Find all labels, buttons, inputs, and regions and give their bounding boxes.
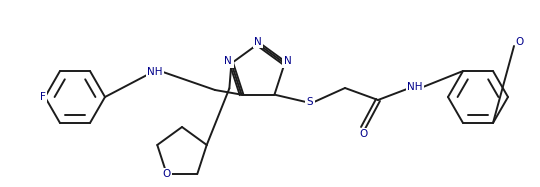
Text: O: O [163, 169, 171, 179]
Text: F: F [40, 92, 46, 102]
Text: O: O [359, 129, 367, 139]
Text: N: N [284, 56, 292, 66]
Text: O: O [516, 37, 524, 47]
Text: NH: NH [147, 67, 163, 77]
Text: N: N [225, 56, 232, 66]
Text: N: N [254, 37, 262, 47]
Text: S: S [307, 97, 313, 107]
Text: NH: NH [407, 82, 423, 92]
